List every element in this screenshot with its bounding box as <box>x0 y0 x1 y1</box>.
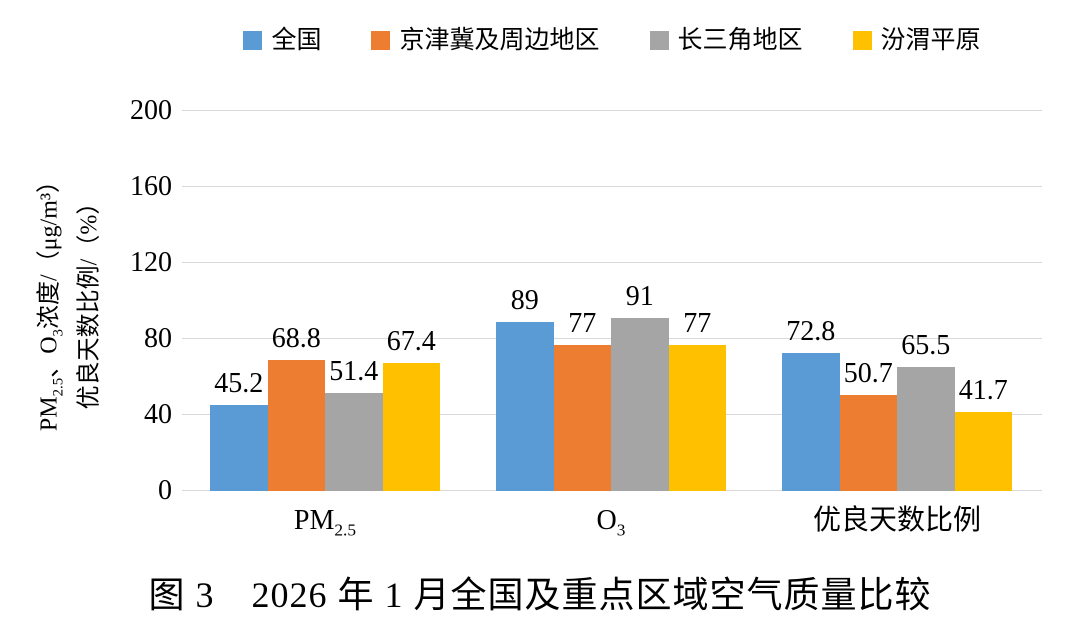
text-run: PM <box>293 505 335 536</box>
bar: 77 <box>553 309 611 491</box>
y-axis-title-text: PM2.5、O3浓度/（μg/m³） 优良天数比例/（%） <box>35 169 106 431</box>
legend-label: 京津冀及周边地区 <box>399 27 600 54</box>
y-tick-label: 0 <box>158 475 172 506</box>
legend-swatch <box>852 31 872 51</box>
text-run: 优良天数比例 <box>812 505 981 536</box>
bar-group: 72.8 50.7 65.5 41.7 <box>782 111 1012 491</box>
figure-caption: 图 3 2026 年 1 月全国及重点区域空气质量比较 <box>148 575 932 615</box>
x-axis-category-label: 优良天数比例 <box>754 504 1040 538</box>
x-axis-category-label: O3 <box>468 504 754 548</box>
bar: 67.4 <box>382 327 440 491</box>
text-run: 优良天数比例/（%） <box>76 190 103 410</box>
bar-value-label: 45.2 <box>214 368 264 400</box>
legend-item: 长三角地区 <box>649 27 803 55</box>
y-tick-label: 120 <box>130 247 172 278</box>
y-tick-label: 160 <box>130 171 172 202</box>
bar: 45.2 <box>210 370 268 491</box>
y-tick-label: 80 <box>144 323 172 354</box>
bar: 68.8 <box>267 325 325 491</box>
y-tick-label: 200 <box>130 95 172 126</box>
bar-value-label: 51.4 <box>329 356 379 388</box>
y-tick-label: 40 <box>144 399 172 430</box>
legend-swatch <box>371 31 391 51</box>
bar: 41.7 <box>954 376 1012 491</box>
bar: 65.5 <box>897 331 955 491</box>
bar: 51.4 <box>325 358 383 491</box>
bar-group: 89 77 91 77 <box>496 111 726 491</box>
text-run: O <box>596 505 617 536</box>
text-run: 2.5 <box>334 520 357 540</box>
gridline <box>182 262 1042 263</box>
bar-value-label: 72.8 <box>786 315 836 347</box>
x-axis-category-label: PM2.5 <box>182 504 468 548</box>
gridline <box>182 110 1042 111</box>
legend-item: 全国 <box>243 27 321 55</box>
legend-label: 长三角地区 <box>677 27 803 54</box>
y-axis-title-line: PM2.5、O3浓度/（μg/m³） <box>35 169 75 431</box>
text-run: 3 <box>616 520 626 540</box>
legend-swatch <box>243 31 263 51</box>
bar-value-label: 68.8 <box>271 323 321 355</box>
bar: 89 <box>496 286 554 491</box>
bar-value-label: 41.7 <box>958 374 1008 406</box>
bar: 72.8 <box>782 317 840 491</box>
text-run: 2.5 <box>50 377 67 397</box>
legend-label: 汾渭平原 <box>880 27 981 54</box>
bar: 77 <box>668 309 726 491</box>
chart-legend: 全国 京津冀及周边地区 长三角地区 汾渭平原 <box>182 27 1042 55</box>
y-axis-title-line: 优良天数比例/（%） <box>74 169 105 431</box>
bar-value-label: 67.4 <box>386 325 436 357</box>
bar: 50.7 <box>839 359 897 491</box>
legend-item: 汾渭平原 <box>852 27 981 55</box>
plot-area: 45.2 68.8 51.4 67.4 89 77 91 77 72.8 50.7 65.5 41.7 <box>182 110 1042 491</box>
bar-value-label: 65.5 <box>901 329 951 361</box>
bar-value-label: 77 <box>683 307 712 339</box>
bar-value-label: 50.7 <box>843 357 893 389</box>
legend-swatch <box>649 31 669 51</box>
gridline <box>182 186 1042 187</box>
bar-value-label: 91 <box>625 281 654 313</box>
bar-value-label: 89 <box>510 284 539 316</box>
bar-value-label: 77 <box>568 307 597 339</box>
legend-label: 全国 <box>271 27 322 54</box>
bar: 91 <box>611 283 669 491</box>
legend-item: 京津冀及周边地区 <box>371 27 600 55</box>
bar-group: 45.2 68.8 51.4 67.4 <box>210 111 440 491</box>
